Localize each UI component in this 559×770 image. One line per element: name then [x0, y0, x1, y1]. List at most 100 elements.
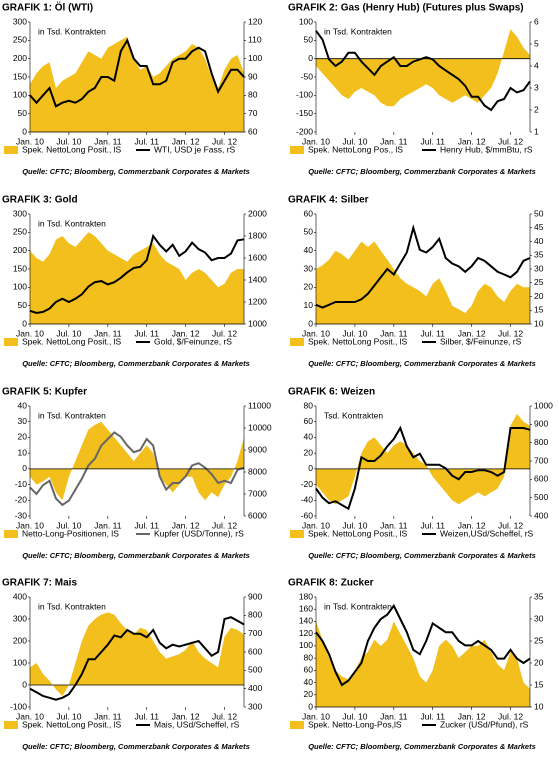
legend-swatch: [290, 530, 304, 538]
area: [316, 413, 530, 505]
x-tick-label: Jul. 11: [421, 136, 446, 146]
line: [29, 37, 245, 108]
x-tick-label: Jan. 12: [458, 711, 486, 721]
legend-label: Silber, $/Feinunze, rS: [440, 336, 522, 346]
x-tick-label: Jul. 12: [498, 328, 523, 338]
x-tick-label: Jan. 10: [16, 328, 44, 338]
annotation: Tsd. Kontrakten: [324, 410, 383, 420]
y-tick-label: 200: [13, 245, 27, 255]
source: Quelle: CFTC; Bloomberg, Commerzbank Cor…: [22, 551, 250, 560]
y-tick-label: -200: [296, 126, 313, 136]
x-tick-label: Jul. 11: [421, 520, 446, 530]
y2-tick-label: 35: [534, 591, 544, 601]
legend-swatch: [4, 338, 18, 346]
x-tick-label: Jul. 11: [135, 136, 160, 146]
y2-tick-label: 300: [248, 701, 262, 711]
y-tick-label: 300: [13, 208, 27, 218]
chart-title: GRAFIK 8: Zucker: [288, 578, 374, 589]
line: [29, 616, 245, 701]
y-tick-label: 50: [18, 300, 28, 310]
y2-tick-label: 45: [534, 222, 544, 232]
legend-label: Netto-Long-Positionen, lS: [22, 528, 119, 538]
x-tick-label: Jul. 12: [212, 136, 237, 146]
y2-tick-label: 500: [534, 492, 548, 502]
source: Quelle: CFTC; Bloomberg, Commerzbank Cor…: [22, 167, 250, 176]
x-tick-label: Jul. 11: [135, 711, 160, 721]
y2-tick-label: 400: [248, 683, 262, 693]
x-tick-label: Jan. 10: [16, 711, 44, 721]
area: [316, 29, 530, 107]
x-tick-label: Jan. 11: [380, 711, 408, 721]
x-tick-label: Jul. 12: [498, 136, 523, 146]
y-tick-label: 40: [304, 245, 314, 255]
chart-title: GRAFIK 3: Gold: [2, 195, 78, 206]
y2-tick-label: 120: [248, 16, 262, 26]
x-tick-label: Jul. 11: [421, 711, 446, 721]
x-tick-label: Jan. 11: [380, 520, 408, 530]
x-tick-label: Jul. 10: [342, 711, 367, 721]
chart-title: GRAFIK 1: Öl (WTI): [2, 1, 93, 14]
y-tick-label: -30: [15, 510, 28, 520]
y2-tick-label: 1600: [248, 252, 267, 262]
annotation: in Tsd. Kontrakten: [38, 26, 106, 36]
x-tick-label: Jan. 10: [302, 328, 330, 338]
y2-tick-label: 400: [534, 510, 548, 520]
line: [315, 224, 531, 309]
y2-tick-label: 10000: [248, 422, 272, 432]
source: Quelle: CFTC; Bloomberg, Commerzbank Cor…: [22, 359, 250, 368]
y-tick-label: 40: [18, 400, 28, 410]
annotation: in Tsd. Kontrakten: [38, 410, 106, 420]
x-tick-label: Jan. 12: [458, 136, 486, 146]
chart-title: GRAFIK 7: Mais: [2, 578, 77, 589]
x-tick-label: Jul. 10: [342, 520, 367, 530]
y2-tick-label: 2: [534, 104, 539, 114]
y-tick-label: 100: [299, 16, 313, 26]
area: [316, 621, 530, 707]
y2-tick-label: 2000: [248, 208, 267, 218]
y-tick-label: 400: [13, 591, 27, 601]
x-tick-label: Jan. 10: [302, 136, 330, 146]
y2-tick-label: 100: [248, 53, 262, 63]
x-tick-label: Jan. 12: [172, 520, 200, 530]
annotation: in Tsd. Kontrakten: [38, 601, 106, 611]
y-tick-label: -100: [296, 90, 313, 100]
y2-tick-label: 4: [534, 60, 539, 70]
area: [316, 241, 530, 324]
y2-tick-label: 60: [248, 126, 258, 136]
chart-title: GRAFIK 5: Kupfer: [2, 387, 87, 398]
y-tick-label: 0: [308, 53, 313, 63]
legend-label: WTI, USD je Fass, rS: [154, 144, 236, 154]
line: [315, 603, 531, 687]
legend-label: Spek. NettoLong Posit., lS: [308, 528, 408, 538]
y2-tick-label: 700: [248, 628, 262, 638]
chart-title: GRAFIK 2: Gas (Henry Hub) (Futures plus …: [288, 3, 524, 14]
y-tick-label: 80: [304, 400, 314, 410]
y-tick-label: 60: [304, 665, 314, 675]
y-tick-label: 100: [13, 657, 27, 667]
y-tick-label: 0: [308, 318, 313, 328]
legend-label: Spek. NettoLong Posit., lS: [22, 719, 122, 729]
y-tick-label: 20: [304, 689, 314, 699]
y2-tick-label: 15: [534, 305, 544, 315]
legend-label: Spek. NettoLong Posit., lS: [308, 336, 408, 346]
y-tick-label: 300: [13, 16, 27, 26]
y-tick-label: 140: [299, 616, 313, 626]
y2-tick-label: 1000: [534, 400, 553, 410]
y2-tick-label: 30: [534, 613, 544, 623]
y-tick-label: 100: [13, 90, 27, 100]
y2-tick-label: 90: [248, 71, 258, 81]
y-tick-label: 0: [308, 463, 313, 473]
y2-tick-label: 80: [248, 90, 258, 100]
x-tick-label: Jul. 11: [135, 328, 160, 338]
y-tick-label: -100: [10, 701, 27, 711]
legend-label: Zucker (USd/Pfund), rS: [440, 719, 529, 729]
legend-swatch: [4, 721, 18, 729]
y2-tick-label: 70: [248, 108, 258, 118]
x-tick-label: Jan. 10: [16, 136, 44, 146]
y2-tick-label: 5: [534, 38, 539, 48]
x-tick-label: Jan. 11: [380, 136, 408, 146]
y-tick-label: 120: [299, 628, 313, 638]
x-tick-label: Jul. 10: [56, 136, 81, 146]
y-tick-label: 20: [304, 447, 314, 457]
